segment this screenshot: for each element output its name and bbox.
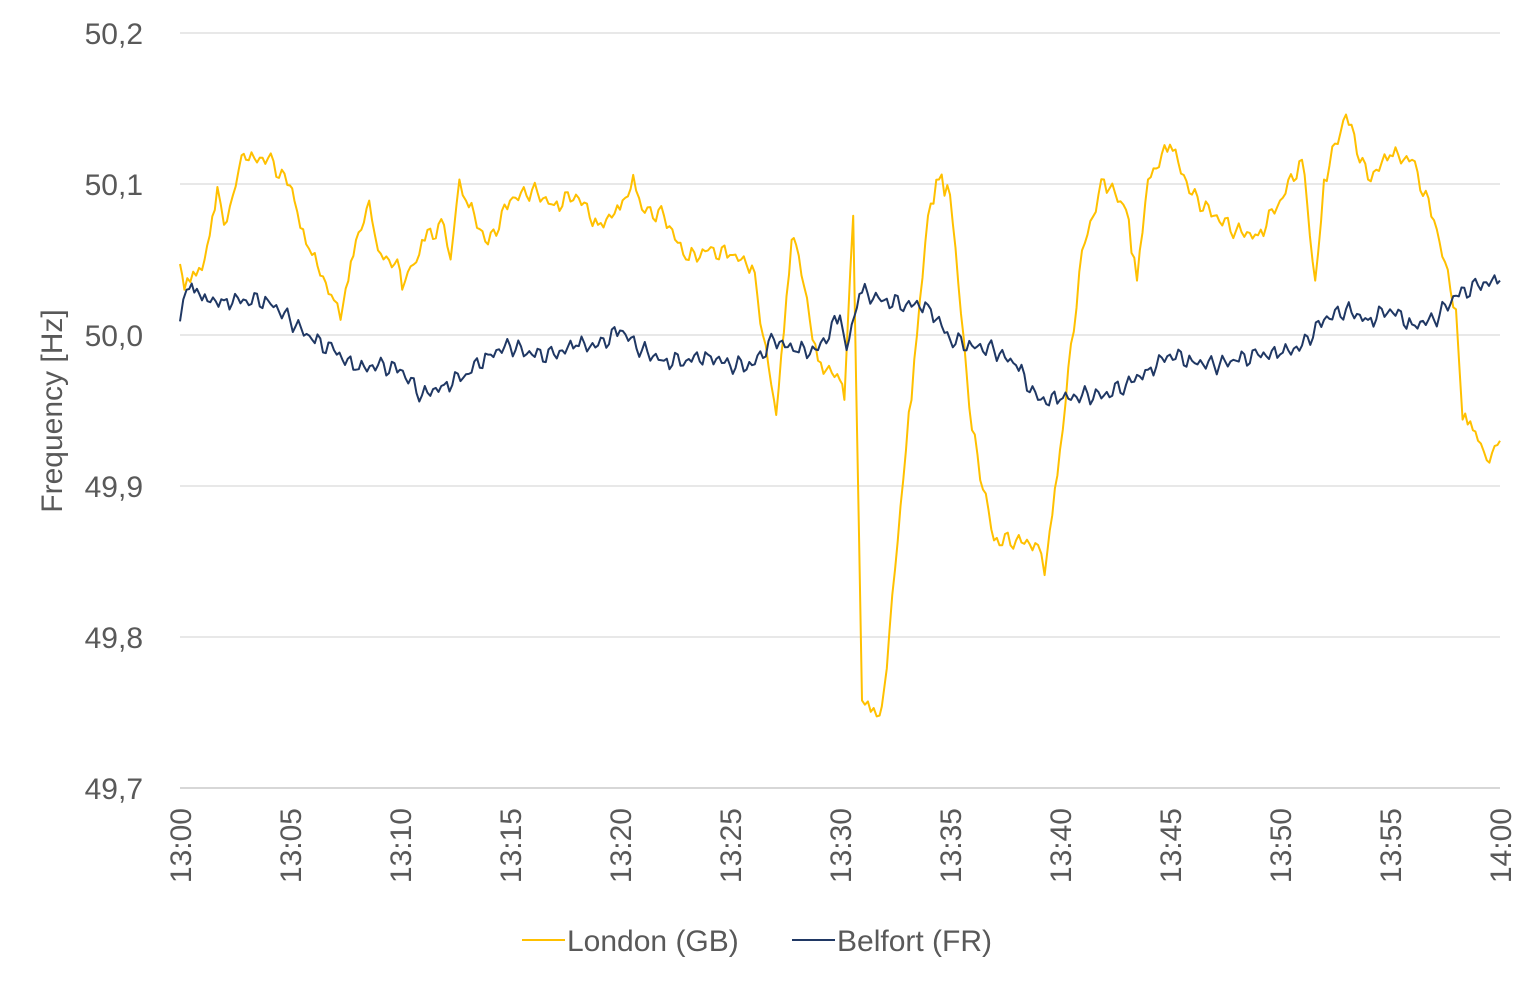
y-tick-label: 50,0 — [85, 320, 143, 353]
series-line-london — [179, 113, 1501, 718]
y-tick-label: 49,9 — [85, 471, 143, 504]
y-axis-title: Frequency [Hz] — [36, 309, 69, 512]
y-tick-label: 49,7 — [85, 773, 143, 806]
x-tick-label: 13:30 — [825, 808, 858, 883]
series-line-belfort — [179, 274, 1501, 407]
x-tick-label: 13:05 — [275, 808, 308, 883]
y-axis-ticks: 49,7 49,8 49,9 50,0 50,1 50,2 — [85, 18, 143, 806]
x-tick-label: 13:55 — [1375, 808, 1408, 883]
x-tick-label: 13:35 — [935, 808, 968, 883]
y-tick-label: 50,2 — [85, 18, 143, 51]
gridlines — [180, 32, 1500, 789]
series-lines — [179, 113, 1501, 718]
x-tick-label: 13:45 — [1155, 808, 1188, 883]
x-tick-label: 13:15 — [495, 808, 528, 883]
y-tick-label: 50,1 — [85, 169, 143, 202]
x-tick-label: 13:20 — [605, 808, 638, 883]
x-tick-label: 13:00 — [165, 808, 198, 883]
y-tick-label: 49,8 — [85, 622, 143, 655]
x-axis-ticks: 13:00 13:05 13:10 13:15 13:20 13:25 13:30 13:35… — [165, 808, 1518, 883]
x-tick-label: 13:50 — [1265, 808, 1298, 883]
legend: London (GB) Belfort (FR) — [522, 925, 992, 958]
x-tick-label: 13:40 — [1045, 808, 1078, 883]
x-tick-label: 13:10 — [385, 808, 418, 883]
legend-label-belfort: Belfort (FR) — [837, 925, 992, 958]
x-tick-label: 13:25 — [715, 808, 748, 883]
x-tick-label: 14:00 — [1485, 808, 1518, 883]
legend-label-london: London (GB) — [567, 925, 739, 958]
